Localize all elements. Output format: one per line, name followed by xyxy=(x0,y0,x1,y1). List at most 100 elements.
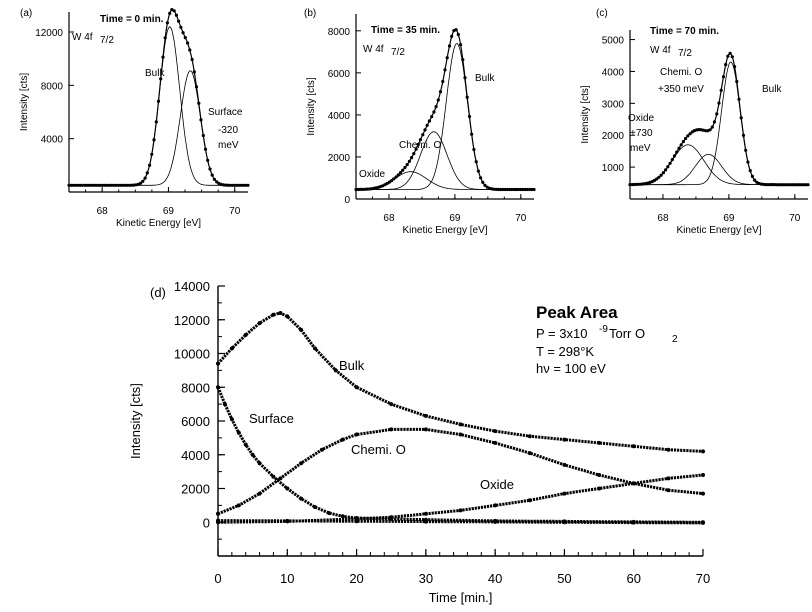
panel-title: Time = 35 min. xyxy=(371,25,440,36)
series-chemi-o xyxy=(216,427,705,516)
panel-label: (d) xyxy=(150,285,166,300)
peak-annotation: +350 meV xyxy=(658,84,704,95)
x-tick-label: 50 xyxy=(557,571,571,586)
y-tick-label: 4000 xyxy=(41,135,64,146)
data-point xyxy=(257,491,262,496)
data-point xyxy=(354,432,359,437)
panel-title: Time = 70 min. xyxy=(650,26,719,37)
y-tick-label: 4000 xyxy=(602,67,625,78)
data-point xyxy=(257,321,262,326)
peak-annotation: Bulk xyxy=(475,73,495,84)
peak-annotation: meV xyxy=(630,143,651,154)
data-point xyxy=(216,361,220,366)
data-point xyxy=(243,332,248,337)
data-point xyxy=(631,481,636,486)
data-point xyxy=(278,476,283,481)
peak-annotation: Chemi. O xyxy=(660,67,702,78)
data-point xyxy=(250,452,255,457)
data-point xyxy=(666,447,671,452)
y-tick-label: 2000 xyxy=(602,131,625,142)
x-axis-label: Kinetic Energy [eV] xyxy=(402,225,487,236)
data-point xyxy=(389,402,394,407)
data-point xyxy=(493,503,498,508)
data-point xyxy=(527,434,532,439)
y-axis-label: Intensity [cts] xyxy=(128,383,143,459)
data-point xyxy=(271,474,276,479)
series-annotation: Bulk xyxy=(339,358,365,373)
data-point xyxy=(597,440,602,445)
data-point xyxy=(236,503,241,508)
peak-component-1 xyxy=(630,61,808,186)
y-tick-label: 1000 xyxy=(602,163,625,174)
data-point xyxy=(423,519,428,524)
data-point xyxy=(458,432,463,437)
y-axis-label: Intensity [cts] xyxy=(306,77,317,136)
panel-subtitle-sub: 7/2 xyxy=(391,47,405,58)
x-axis-label: Time [min.] xyxy=(429,590,493,605)
data-point xyxy=(458,422,463,427)
x-tick-label: 0 xyxy=(214,571,221,586)
panel-subtitle-sub: 7/2 xyxy=(678,48,692,59)
y-tick-label: 14000 xyxy=(174,279,210,294)
peak-annotation: Chemi. O xyxy=(399,140,441,151)
data-point xyxy=(285,486,290,491)
fit-envelope xyxy=(69,8,248,186)
peak-annotation: -320 xyxy=(218,125,238,136)
y-tick-label: 8000 xyxy=(181,380,210,395)
x-tick-label: 69 xyxy=(449,213,461,224)
kinetics-panel: (d) 0 10 20 30 40 50 60 70 0 2000 4000 6000 8000 10000… xyxy=(128,279,710,605)
x-tick-label: 70 xyxy=(515,213,527,224)
info-photon-energy: hν = 100 eV xyxy=(536,361,606,376)
panel-subtitle: W 4f xyxy=(363,44,384,55)
data-point xyxy=(216,385,220,390)
y-tick-label: 12000 xyxy=(174,313,210,328)
y-tick-label: 8000 xyxy=(328,27,351,38)
data-point xyxy=(562,491,567,496)
x-tick-label: 69 xyxy=(163,206,175,217)
x-tick-label: 30 xyxy=(419,571,433,586)
peak-annotation: Surface xyxy=(208,107,243,118)
data-point xyxy=(458,508,463,513)
x-tick-label: 10 xyxy=(280,571,294,586)
peak-annotation: Oxide xyxy=(628,113,655,124)
data-point xyxy=(701,491,705,496)
info-pressure-exponent: -9 xyxy=(599,324,608,335)
data-point xyxy=(278,311,283,315)
y-tick-label: 3000 xyxy=(602,99,625,110)
data-point xyxy=(326,511,331,515)
data-point xyxy=(527,451,532,456)
x-tick-label: 70 xyxy=(789,213,801,224)
data-point xyxy=(216,518,220,523)
data-point xyxy=(423,511,428,516)
x-tick-label: 68 xyxy=(657,213,669,224)
data-point xyxy=(631,520,636,525)
series-annotation: Chemi. O xyxy=(351,442,406,457)
peak-annotation: meV xyxy=(218,140,239,151)
data-point xyxy=(285,518,290,523)
data-point xyxy=(389,427,394,432)
data-point xyxy=(527,498,532,503)
y-tick-label: 8000 xyxy=(41,81,64,92)
x-tick-label: 20 xyxy=(349,571,363,586)
data-point xyxy=(562,462,567,467)
y-tick-label: 6000 xyxy=(328,69,351,80)
spectrum-panel-1: (a) Time = 0 min. W 4f 7/2 68 69 70 4000 8000 120… xyxy=(19,8,250,229)
series-surface xyxy=(216,385,705,525)
data-point xyxy=(222,402,227,407)
series-bulk xyxy=(216,311,705,454)
info-pressure: P = 3x10 xyxy=(536,326,587,341)
peak-annotation: Bulk xyxy=(145,68,165,79)
data-point xyxy=(299,327,304,332)
data-point xyxy=(701,473,705,477)
x-tick-label: 70 xyxy=(229,206,241,217)
data-point xyxy=(285,314,290,319)
panel-subtitle: W 4f xyxy=(650,45,671,56)
panel-label: (a) xyxy=(20,8,32,19)
peak-annotation: Oxide xyxy=(359,169,386,180)
data-point xyxy=(313,346,317,351)
series-baseline xyxy=(216,518,705,525)
data-point xyxy=(229,346,234,351)
y-tick-label: 0 xyxy=(344,195,350,206)
x-tick-label: 68 xyxy=(383,213,395,224)
series-line xyxy=(217,427,704,516)
